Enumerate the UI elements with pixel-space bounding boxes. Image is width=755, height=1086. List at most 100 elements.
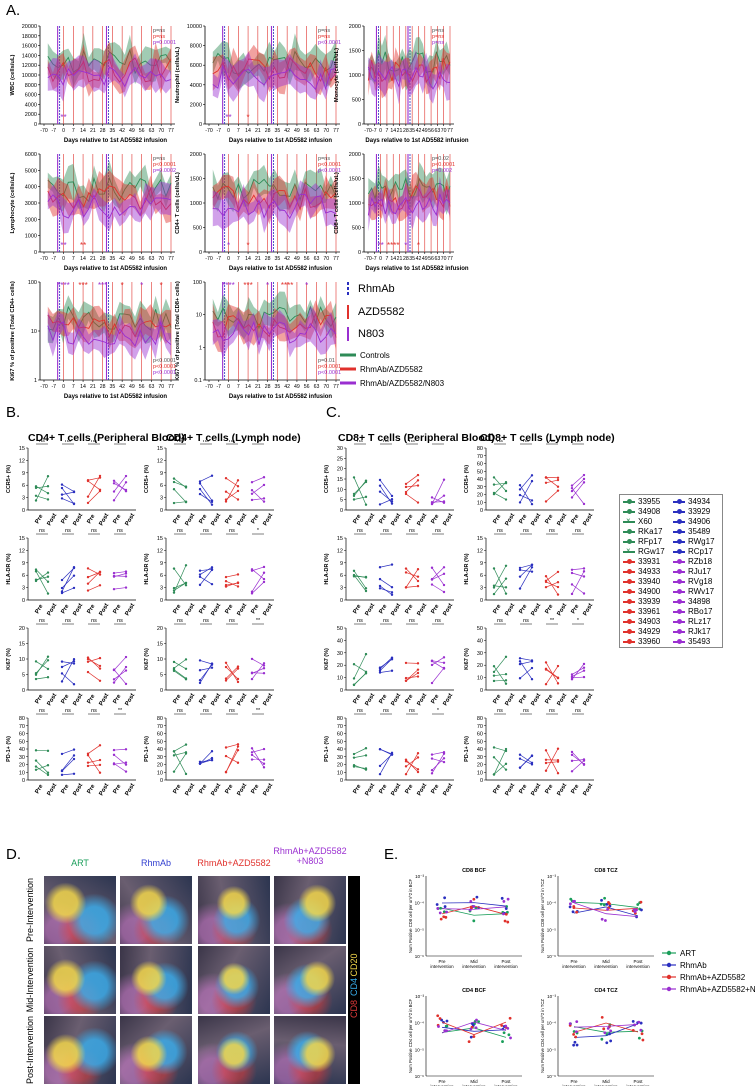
data-point [262,577,266,581]
sig-label: ns [575,440,581,444]
y-tick-label: 80 [19,716,25,722]
data-point [86,567,90,570]
panel-label-c: C. [326,404,341,421]
x-tick-label: Post [47,693,59,707]
data-point [416,575,420,578]
data-point [86,660,90,664]
x-tick-label: Post [47,783,59,797]
y-tick-label: 40 [19,747,25,753]
x-tick-label: Pre [493,603,503,615]
x-tick-label: Post [583,513,595,527]
data-point [364,589,368,593]
data-point [544,574,548,578]
x-tick-label: Post [443,513,455,527]
y-tick-label: 0 [199,250,202,256]
sig-label: ** [256,618,261,624]
data-point [98,664,102,668]
data-point [46,655,50,658]
data-point [224,754,228,758]
sig-label: * [437,708,440,714]
sem-band [47,41,171,97]
y-axis-title: Ki67 (%) [144,648,150,670]
paired-line [545,761,559,764]
data-point [582,473,586,477]
significance-stars: * [140,281,143,290]
data-point [364,495,368,499]
data-point [224,679,228,682]
x-tick-label: Post [73,603,85,617]
y-axis-title: PD-1+ (%) [6,736,12,762]
paired-line [519,667,533,679]
y-tick-label: 100 [28,280,37,286]
x-tick-label: Post [505,513,517,527]
y-tick-label: 500 [352,98,361,104]
data-point [124,665,128,669]
x-tick-label: 56 [139,128,145,134]
animal-marker-icon [673,608,685,614]
data-point [172,660,176,664]
y-tick-label: 12 [19,548,25,554]
data-point [573,1040,577,1044]
data-point [404,567,408,570]
data-point [639,1021,643,1025]
data-point [530,474,534,477]
data-point [352,498,356,501]
data-point [250,492,254,495]
data-point [184,677,188,680]
x-tick-label: 42 [119,128,125,134]
data-point [262,476,266,479]
legend-group-label: Controls [360,351,390,360]
x-tick-label: 70 [323,256,329,262]
data-point [436,1014,440,1018]
data-point [250,677,254,681]
data-point [352,569,356,573]
y-tick-label: 10 [196,313,202,319]
animal-id: RGw17 [638,547,665,556]
x-tick-label: 56 [304,384,310,390]
x-tick-label: 28 [100,384,106,390]
data-point [570,592,574,596]
x-axis-title: Days relative to 1st AD5582 infusion [64,266,167,272]
mean-line [212,185,337,212]
group-mean-line [573,1022,639,1033]
x-tick-label: Post [237,513,249,527]
y-tick-label: 60 [477,732,483,738]
mean-line [212,305,337,330]
y-tick-label: 3 [22,496,25,502]
data-point [608,902,611,906]
y-tick-label: 70 [157,724,163,730]
data-point [98,667,102,670]
x-tick-label: 0 [62,256,65,262]
data-point [556,747,560,750]
p-value: p<0.0001 [153,162,176,168]
y-tick-label: 5000 [25,168,37,174]
data-point [98,571,102,574]
paired-line [519,754,533,764]
paired-line [61,484,75,492]
animal-marker-icon [623,498,635,504]
animal-dot-icon: × [626,545,631,555]
x-tick-label: 70 [441,256,447,262]
paired-line [199,751,213,764]
data-point [172,589,176,592]
y-axis-title: Ki67 (%) [6,648,12,670]
y-tick-label: 9 [480,561,483,567]
x-tick-label: 0 [379,128,382,134]
paired-line [173,568,187,586]
paired-line [35,476,49,501]
data-point [416,668,420,671]
data-point [236,573,240,576]
animal-legend-item: RVg18 [673,577,712,587]
group-mean-line [441,1021,507,1036]
data-point [86,501,90,505]
data-point [250,569,254,572]
data-point [352,752,356,756]
paired-line [35,660,49,674]
data-point [605,1041,609,1045]
paired-line [61,773,75,776]
x-axis-title: Days relative to 1st AD5582 infusion [64,394,167,400]
y-axis-title: WBC (cells/uL) [10,54,16,95]
data-point [570,484,574,487]
